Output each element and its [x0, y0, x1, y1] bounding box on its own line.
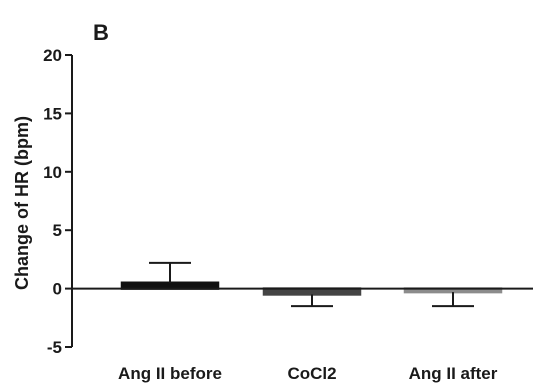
- category-label: CoCl2: [287, 364, 336, 383]
- panel-letter: B: [93, 20, 109, 45]
- category-labels: Ang II before CoCl2 Ang II after: [118, 364, 498, 383]
- error-bars: [149, 261, 474, 308]
- y-tick-label: 0: [53, 280, 62, 299]
- y-tick-label: -5: [47, 338, 62, 357]
- category-label: Ang II after: [409, 364, 498, 383]
- category-label: Ang II before: [118, 364, 222, 383]
- y-tick-label: 5: [53, 221, 62, 240]
- y-tick-label: 10: [43, 163, 62, 182]
- y-tick-label: 15: [43, 104, 62, 123]
- y-axis-title: Change of HR (bpm): [12, 116, 32, 290]
- y-tick-label: 20: [43, 46, 62, 65]
- y-axis-ticks: -5 0 5 10 15 20: [43, 46, 72, 357]
